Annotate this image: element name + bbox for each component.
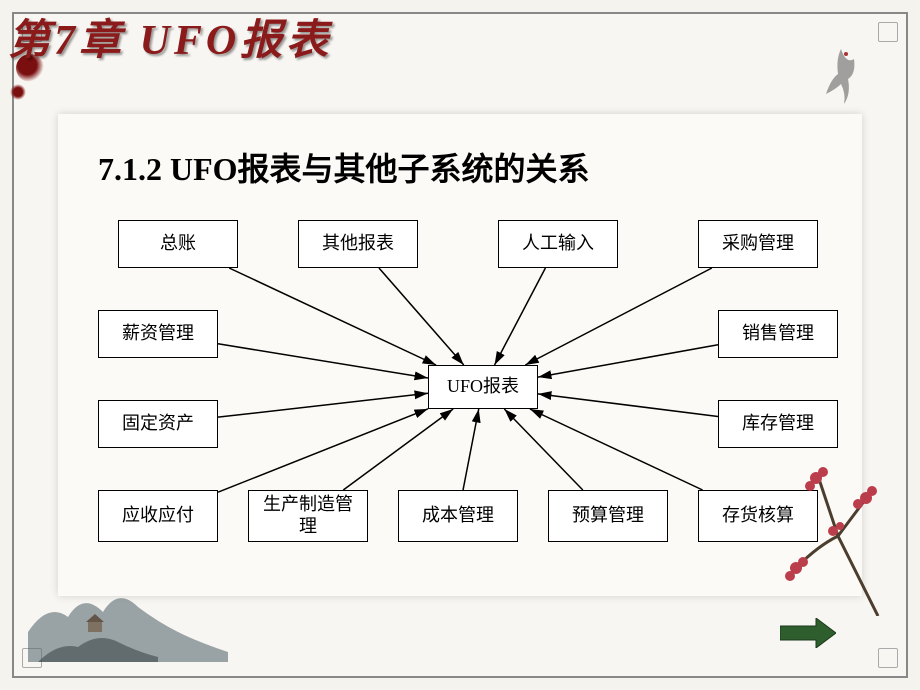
- corner-ornament: [868, 638, 908, 678]
- diagram-center-node: UFO报表: [428, 365, 538, 409]
- slide-frame: 7.1.2 UFO报表与其他子系统的关系 UFO报表 总账 其他报表 人工输入 采购管理…: [12, 12, 908, 678]
- diagram-node: 生产制造管理: [248, 490, 368, 542]
- diagram-node: 固定资产: [98, 400, 218, 448]
- diagram-node: 成本管理: [398, 490, 518, 542]
- crane-decoration: [816, 44, 866, 114]
- content-panel: 7.1.2 UFO报表与其他子系统的关系 UFO报表 总账 其他报表 人工输入 采购管理…: [58, 114, 862, 596]
- chapter-title: 第7章 UFO报表: [8, 6, 332, 67]
- section-title: 7.1.2 UFO报表与其他子系统的关系: [98, 144, 822, 190]
- diagram-node: 其他报表: [298, 220, 418, 268]
- diagram-node: 薪资管理: [98, 310, 218, 358]
- diagram-node: 预算管理: [548, 490, 668, 542]
- diagram-node: 销售管理: [718, 310, 838, 358]
- diagram-node: 采购管理: [698, 220, 818, 268]
- relationship-diagram: UFO报表总账其他报表人工输入采购管理薪资管理销售管理固定资产库存管理应收应付生…: [98, 220, 822, 560]
- mountain-decoration: [28, 572, 228, 662]
- diagram-node: 总账: [118, 220, 238, 268]
- diagram-node: 人工输入: [498, 220, 618, 268]
- plum-blossom-decoration: [768, 436, 888, 616]
- corner-ornament: [868, 12, 908, 52]
- diagram-node: 应收应付: [98, 490, 218, 542]
- next-slide-button[interactable]: [780, 618, 836, 648]
